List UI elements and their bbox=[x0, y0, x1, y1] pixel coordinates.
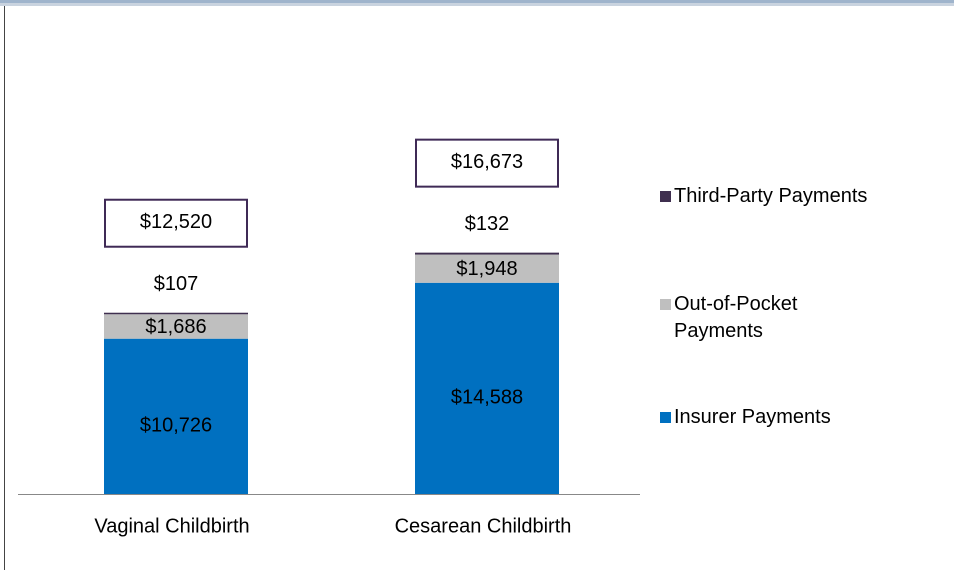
value-label: $14,588 bbox=[451, 387, 523, 409]
value-label: $1,686 bbox=[145, 316, 206, 338]
x-tick-label: Cesarean Childbirth bbox=[395, 515, 572, 537]
value-label: $107 bbox=[154, 273, 199, 295]
bar-segment bbox=[415, 252, 559, 255]
value-label: $10,726 bbox=[140, 415, 212, 437]
legend-item: Out-of-Pocket Payments bbox=[660, 291, 810, 345]
legend-item: Insurer Payments bbox=[660, 404, 940, 431]
top-border bbox=[0, 0, 954, 3]
total-box bbox=[415, 138, 559, 188]
legend-swatch bbox=[660, 191, 671, 202]
legend-label: Third-Party Payments bbox=[674, 185, 868, 207]
bar-segment bbox=[415, 282, 559, 494]
bar-segment bbox=[415, 254, 559, 283]
total-box bbox=[104, 198, 248, 248]
legend-item: Third-Party Payments bbox=[660, 183, 940, 210]
total-label: $16,673 bbox=[451, 151, 523, 173]
bar-segment bbox=[104, 314, 248, 339]
value-label: $132 bbox=[465, 213, 510, 235]
legend-label: Out-of-Pocket Payments bbox=[674, 293, 798, 342]
legend-swatch bbox=[660, 412, 671, 423]
total-label: $12,520 bbox=[140, 211, 212, 233]
x-tick-label: Vaginal Childbirth bbox=[94, 515, 249, 537]
value-label: $1,948 bbox=[456, 258, 517, 280]
bar-segment bbox=[104, 338, 248, 494]
legend-swatch bbox=[660, 299, 671, 310]
top-border-inner bbox=[0, 3, 954, 6]
legend-label: Insurer Payments bbox=[674, 406, 831, 428]
bar-segment bbox=[104, 312, 248, 315]
